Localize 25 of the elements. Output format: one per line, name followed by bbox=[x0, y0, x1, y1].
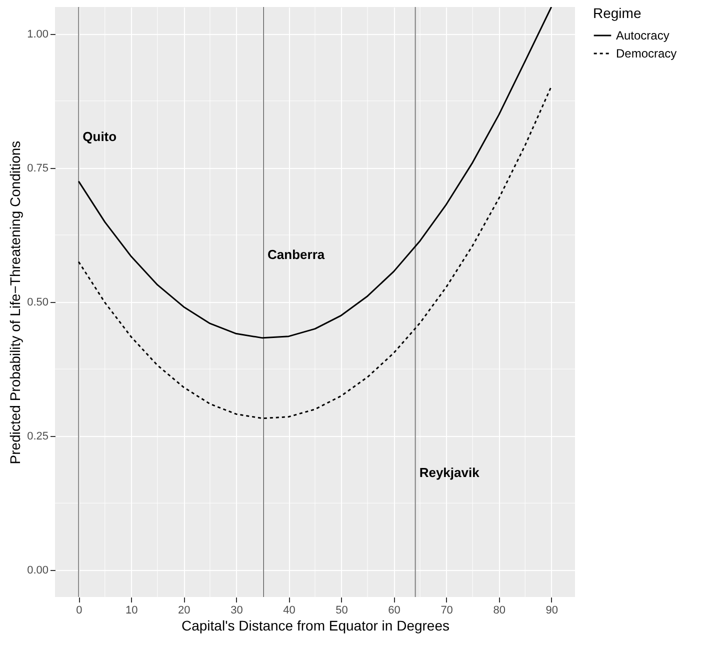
x-tick-label: 50 bbox=[336, 604, 348, 616]
y-tick-label: 0.50 bbox=[27, 296, 48, 308]
line-series bbox=[78, 7, 552, 339]
legend-label: Autocracy bbox=[616, 28, 670, 42]
legend-label: Democracy bbox=[616, 46, 677, 60]
y-tick-label: 1.00 bbox=[27, 28, 48, 40]
legend-title: Regime bbox=[593, 5, 642, 21]
x-tick-label: 80 bbox=[493, 604, 506, 616]
x-tick-label: 30 bbox=[230, 604, 243, 616]
line-series bbox=[78, 86, 552, 420]
x-tick-label: 70 bbox=[440, 604, 453, 616]
x-tick-label: 0 bbox=[76, 604, 82, 616]
x-tick-label: 90 bbox=[546, 604, 558, 616]
y-tick-label: 0.75 bbox=[27, 162, 48, 174]
x-axis-title: Capital's Distance from Equator in Degrees bbox=[181, 618, 450, 634]
y-axis-title: Predicted Probability of Life−Threatening Conditions bbox=[7, 140, 24, 464]
y-tick-label: 0.25 bbox=[27, 430, 48, 443]
x-tick-label: 20 bbox=[178, 604, 190, 616]
ref-line-label: Canberra bbox=[268, 246, 326, 262]
x-tick-label: 60 bbox=[388, 604, 400, 616]
ref-line-label: Reykjavik bbox=[419, 465, 480, 480]
x-tick-label: 40 bbox=[283, 604, 296, 616]
ref-line-label: Quito bbox=[82, 128, 117, 144]
y-tick-label: 0.00 bbox=[27, 564, 48, 577]
x-tick-label: 10 bbox=[126, 604, 138, 616]
